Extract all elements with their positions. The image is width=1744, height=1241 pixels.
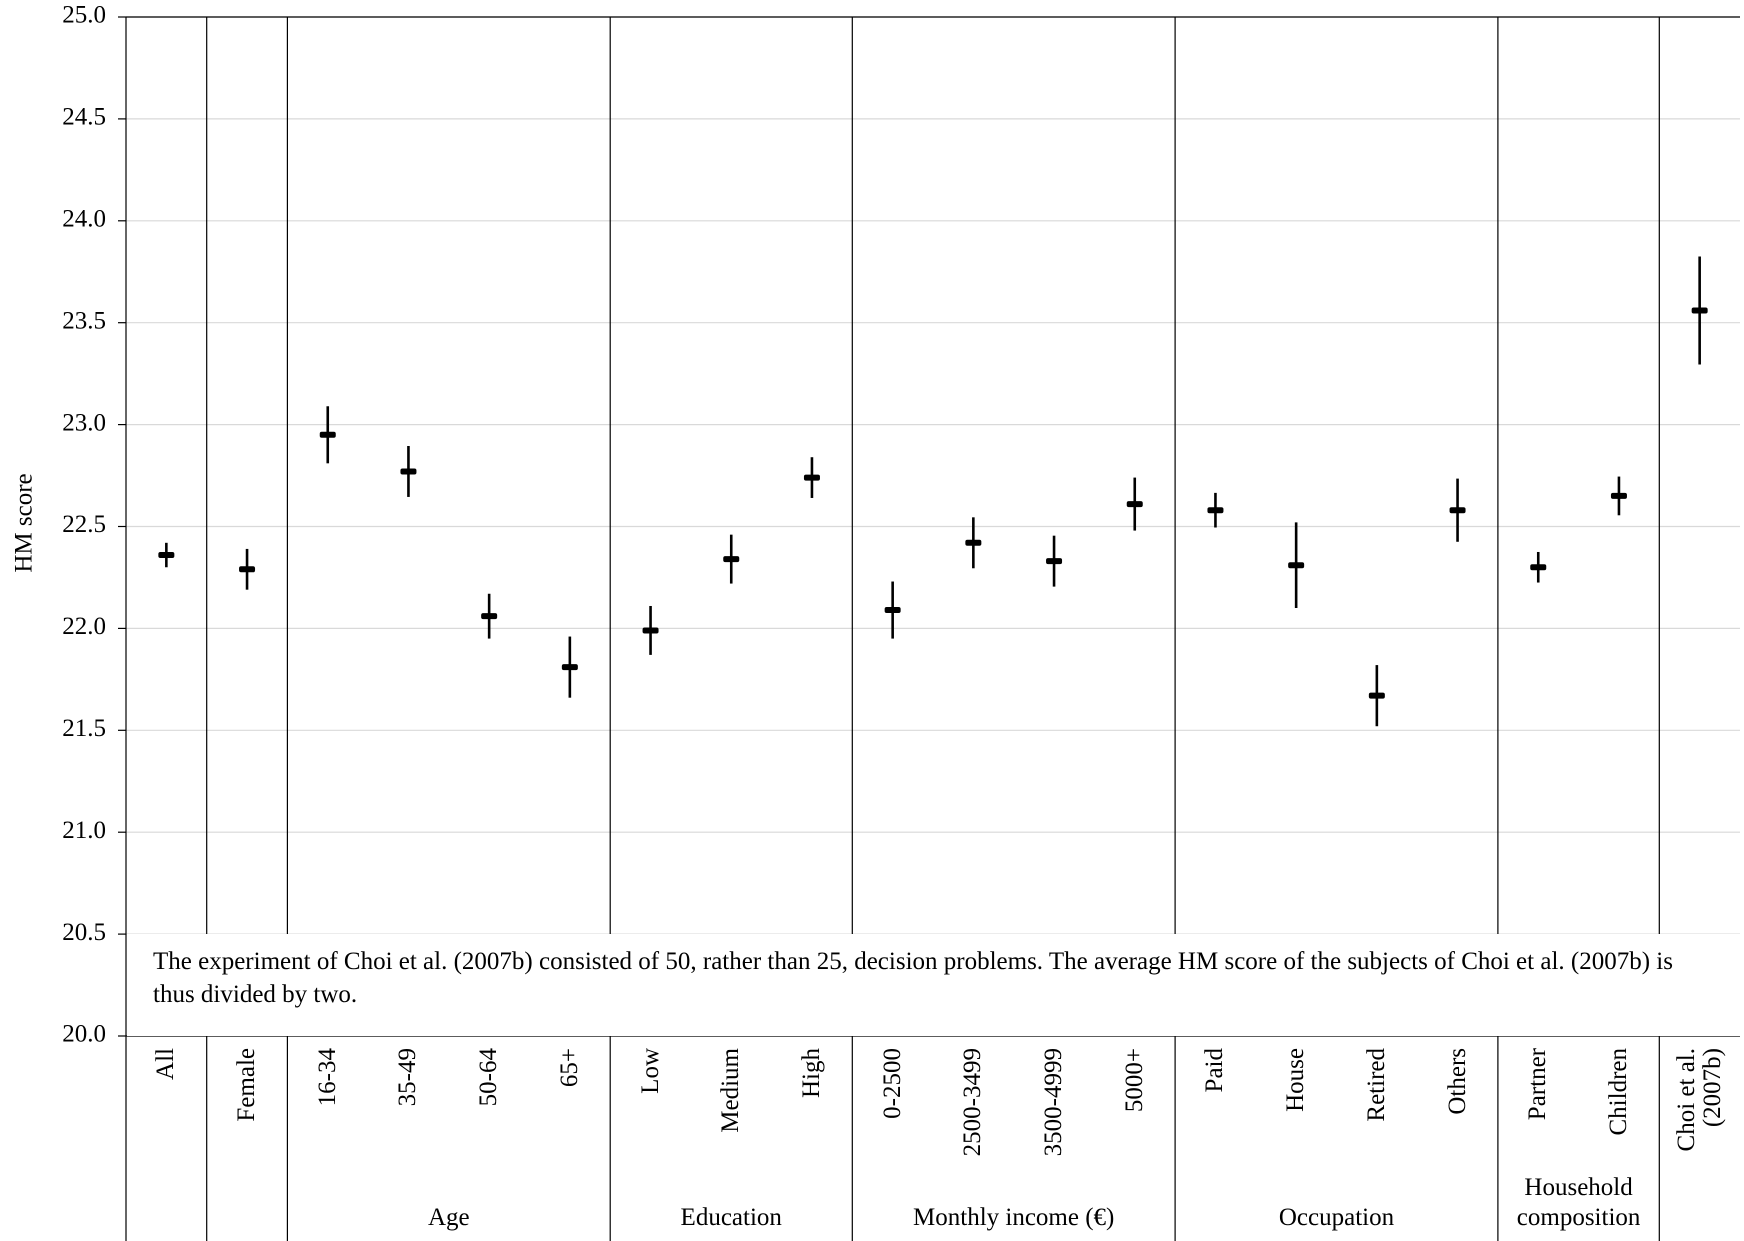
x-tick-label: 50-64	[475, 1048, 503, 1107]
y-tick-label: 24.0	[62, 206, 106, 233]
x-tick-label: Low	[636, 1048, 664, 1094]
mean-marker	[884, 607, 901, 614]
y-tick-label: 24.5	[62, 104, 106, 131]
x-tick-label: 5000+	[1120, 1048, 1148, 1113]
x-tick-label: Paid	[1201, 1048, 1229, 1093]
mean-marker	[561, 664, 578, 671]
x-tick-label: All	[152, 1048, 180, 1080]
y-axis-label: HM score	[11, 473, 38, 572]
group-label: Monthly income (€)	[913, 1204, 1115, 1231]
x-tick-label: Retired	[1362, 1048, 1390, 1122]
y-tick-label: 25.0	[62, 2, 106, 29]
mean-marker	[1449, 507, 1466, 514]
mean-marker	[481, 613, 498, 620]
mean-marker	[803, 474, 820, 481]
x-tick-label: 0-2500	[878, 1048, 906, 1119]
mean-marker	[1046, 558, 1063, 565]
mean-marker	[1691, 307, 1708, 314]
mean-marker	[400, 468, 417, 475]
group-label: Occupation	[1278, 1204, 1395, 1231]
annotation: The experiment of Choi et al. (2007b) co…	[127, 934, 1740, 1036]
mean-marker	[1530, 564, 1547, 571]
mean-marker	[1207, 507, 1224, 514]
mean-marker	[239, 566, 256, 573]
y-tick-label: 21.0	[62, 817, 106, 844]
mean-marker	[1610, 492, 1627, 499]
x-tick-label: High	[797, 1048, 825, 1098]
y-tick-label: 20.5	[62, 919, 106, 946]
y-tick-label: 20.0	[62, 1021, 106, 1048]
mean-marker	[1126, 501, 1143, 508]
mean-marker	[319, 431, 336, 438]
y-tick-label: 23.5	[62, 307, 106, 334]
mean-marker	[642, 627, 659, 634]
mean-marker	[158, 552, 175, 559]
group-label: Education	[680, 1204, 782, 1231]
group-label: Age	[427, 1204, 470, 1231]
group-label: Household composition	[1516, 1174, 1641, 1231]
mean-marker	[723, 556, 740, 563]
x-tick-label: 35-49	[394, 1048, 422, 1107]
x-tick-label: Choi et al. (2007b)	[1672, 1048, 1726, 1152]
x-tick-label: 16-34	[313, 1048, 341, 1107]
mean-marker	[1288, 562, 1305, 569]
x-tick-label: House	[1282, 1048, 1310, 1112]
y-tick-label: 21.5	[62, 715, 106, 742]
x-tick-label: 2500-3499	[959, 1048, 987, 1157]
x-tick-label: Others	[1443, 1048, 1471, 1115]
x-tick-label: 65+	[555, 1048, 583, 1088]
y-tick-label: 22.0	[62, 613, 106, 640]
x-tick-label: 3500-4999	[1039, 1048, 1067, 1157]
mean-marker	[965, 539, 982, 546]
x-tick-label: Medium	[717, 1048, 745, 1133]
x-tick-label: Female	[232, 1048, 260, 1122]
y-tick-label: 23.0	[62, 409, 106, 436]
y-tick-label: 22.5	[62, 511, 106, 538]
mean-marker	[1368, 692, 1385, 699]
